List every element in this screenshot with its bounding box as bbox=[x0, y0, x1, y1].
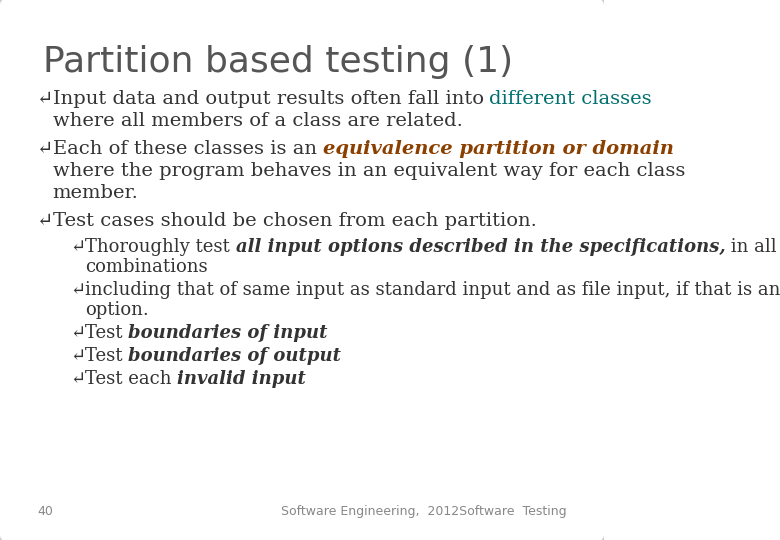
Text: Test: Test bbox=[85, 324, 129, 342]
Text: different classes: different classes bbox=[489, 90, 652, 108]
Text: equivalence partition or domain: equivalence partition or domain bbox=[323, 140, 673, 158]
Text: ↵: ↵ bbox=[69, 281, 85, 299]
Text: boundaries of input: boundaries of input bbox=[129, 324, 328, 342]
Text: Partition based testing (1): Partition based testing (1) bbox=[43, 45, 512, 79]
Text: 40: 40 bbox=[37, 505, 53, 518]
Text: Thoroughly test: Thoroughly test bbox=[85, 238, 236, 256]
Text: combinations: combinations bbox=[85, 258, 207, 276]
Text: Each of these classes is an: Each of these classes is an bbox=[52, 140, 323, 158]
Text: option.: option. bbox=[85, 301, 149, 319]
Text: ↵: ↵ bbox=[69, 238, 85, 256]
Text: ↵: ↵ bbox=[37, 140, 54, 158]
Text: invalid input: invalid input bbox=[177, 370, 307, 388]
Text: ↵: ↵ bbox=[37, 90, 54, 108]
Text: member.: member. bbox=[52, 184, 139, 202]
Text: Software Engineering,  2012Software  Testing: Software Engineering, 2012Software Testi… bbox=[281, 505, 567, 518]
Text: ↵: ↵ bbox=[69, 370, 85, 388]
Text: all input options described in the specifications,: all input options described in the speci… bbox=[236, 238, 725, 256]
FancyBboxPatch shape bbox=[0, 0, 605, 540]
Text: boundaries of output: boundaries of output bbox=[129, 347, 342, 365]
Text: ↵: ↵ bbox=[37, 212, 54, 230]
Text: including that of same input as standard input and as file input, if that is an: including that of same input as standard… bbox=[85, 281, 780, 299]
Text: in all: in all bbox=[725, 238, 776, 256]
Text: where all members of a class are related.: where all members of a class are related… bbox=[52, 112, 463, 130]
Text: Input data and output results often fall into: Input data and output results often fall… bbox=[52, 90, 490, 108]
Text: Test cases should be chosen from each partition.: Test cases should be chosen from each pa… bbox=[52, 212, 537, 230]
Text: ↵: ↵ bbox=[69, 324, 85, 342]
Text: where the program behaves in an equivalent way for each class: where the program behaves in an equivale… bbox=[52, 162, 685, 180]
Text: Test each: Test each bbox=[85, 370, 177, 388]
Text: Test: Test bbox=[85, 347, 129, 365]
Text: ↵: ↵ bbox=[69, 347, 85, 365]
